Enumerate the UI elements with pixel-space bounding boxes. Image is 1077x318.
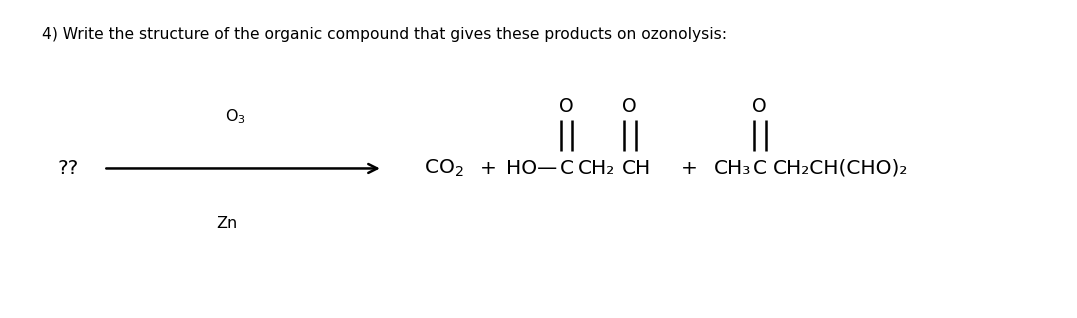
Text: +: +: [681, 159, 697, 178]
Text: O: O: [623, 98, 638, 116]
Text: CH: CH: [623, 159, 652, 178]
Text: O: O: [753, 98, 767, 116]
Text: Zn: Zn: [216, 216, 238, 231]
Text: O$_3$: O$_3$: [225, 107, 246, 126]
Text: 4) Write the structure of the organic compound that gives these products on ozon: 4) Write the structure of the organic co…: [42, 27, 727, 42]
Text: +: +: [479, 159, 496, 178]
Text: C: C: [753, 159, 767, 178]
Text: CH₂: CH₂: [578, 159, 615, 178]
Text: CH₃: CH₃: [714, 159, 751, 178]
Text: CO$_2$: CO$_2$: [423, 158, 463, 179]
Text: HO—: HO—: [506, 159, 558, 178]
Text: O: O: [559, 98, 574, 116]
Text: C: C: [559, 159, 573, 178]
Text: CH₂CH(CHO)₂: CH₂CH(CHO)₂: [772, 159, 908, 178]
Text: ??: ??: [57, 159, 79, 178]
